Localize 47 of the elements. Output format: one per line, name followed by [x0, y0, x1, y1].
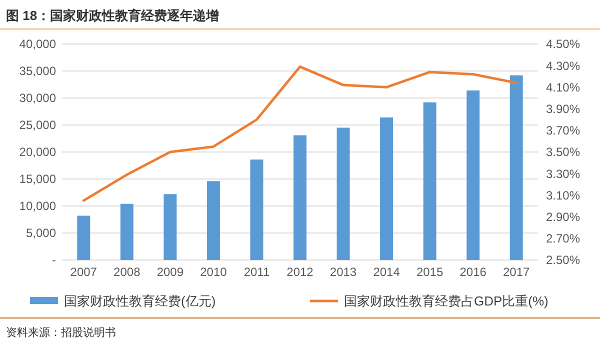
x-tick-label: 2014	[373, 265, 400, 279]
y-tick-label: 40,000	[19, 37, 56, 52]
x-tick-label: 2016	[460, 265, 487, 279]
y2-tick-label: 3.30%	[546, 166, 580, 181]
y-tick-label: -	[52, 253, 56, 268]
bar	[423, 102, 436, 260]
text: 资料来源：招股说明书	[6, 326, 116, 339]
y-tick-label: 5,000	[26, 226, 56, 240]
y2-tick-label: 4.50%	[546, 37, 580, 52]
x-tick-label: 2009	[156, 265, 184, 279]
x-tick-label: 2011	[244, 265, 270, 279]
bar	[510, 75, 523, 260]
bar	[466, 90, 480, 260]
bar	[120, 204, 134, 260]
y2-tick-label: 3.70%	[546, 124, 580, 138]
y2-tick-label: 2.90%	[546, 210, 580, 224]
y2-tick-label: 2.50%	[546, 253, 580, 268]
y2-tick-label: 2.70%	[546, 232, 580, 246]
bar	[250, 160, 264, 260]
y-tick-label: 30,000	[19, 91, 56, 106]
chart-title: 图 18：国家财政性教育经费逐年递增	[6, 8, 220, 23]
y-tick-label: 25,000	[19, 118, 56, 132]
y2-tick-label: 4.30%	[546, 58, 580, 73]
bar	[380, 117, 394, 260]
y2-tick-label: 4.10%	[546, 80, 580, 94]
y-tick-label: 10,000	[19, 199, 56, 214]
y2-tick-label: 3.50%	[546, 145, 580, 160]
bar	[77, 216, 90, 260]
y2-tick-label: 3.90%	[546, 102, 580, 116]
x-tick-label: 2017	[503, 265, 530, 279]
bar	[294, 135, 306, 260]
x-tick-label: 2007	[70, 265, 98, 279]
y2-tick-label: 3.10%	[546, 188, 580, 202]
y-tick-label: 35,000	[19, 64, 56, 78]
x-tick-label: 2008	[114, 265, 141, 279]
x-tick-label: 2010	[200, 265, 228, 279]
x-tick-label: 2015	[416, 265, 444, 279]
y-tick-label: 15,000	[19, 172, 56, 186]
y-tick-label: 20,000	[19, 145, 56, 160]
bar	[164, 194, 177, 260]
legend-label: 国家财政性教育经费(亿元)	[64, 294, 216, 309]
x-tick-label: 2013	[330, 265, 357, 279]
legend-label: 国家财政性教育经费占GDP比重(%)	[344, 294, 548, 309]
bar	[336, 128, 350, 260]
line-series	[82, 65, 518, 202]
x-tick-label: 2012	[286, 265, 314, 279]
bar	[206, 181, 220, 260]
